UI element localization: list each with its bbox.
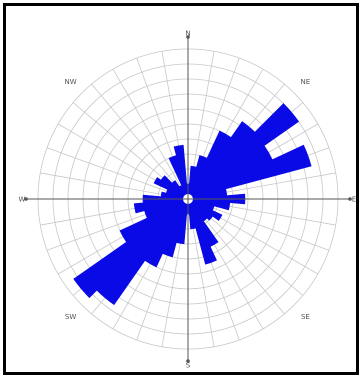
direction-label: SW: [65, 313, 76, 321]
polar-axes: [24, 35, 352, 363]
chart-frame: N NE E SE S SW W NW: [3, 3, 359, 375]
rose-sector: [119, 198, 189, 243]
direction-label: NE: [301, 78, 311, 86]
rose-sector: [187, 144, 312, 200]
rose-sector: [160, 175, 189, 200]
axis-end-marker: [24, 197, 28, 201]
direction-label: SE: [301, 313, 310, 321]
rose-sector: [187, 198, 217, 265]
grid-spoke: [91, 83, 189, 200]
rose-sectors: [73, 103, 312, 306]
direction-label: S: [186, 362, 191, 370]
rose-sector: [187, 198, 223, 221]
rose-sector: [73, 198, 189, 299]
direction-label: W: [19, 196, 26, 204]
rose-sector: [133, 198, 189, 214]
rose-sector: [171, 180, 189, 200]
grid-spoke: [112, 68, 189, 200]
rose-sector: [96, 198, 189, 306]
direction-label: NW: [65, 78, 77, 86]
axis-end-marker: [186, 35, 190, 39]
rose-sector: [187, 198, 213, 221]
rose-sector: [153, 177, 189, 200]
rose-sector: [173, 144, 189, 200]
rose-diagram: N NE E SE S SW W NW: [19, 30, 356, 370]
direction-labels: N NE E SE S SW W NW: [19, 30, 356, 370]
direction-label: E: [352, 196, 356, 204]
grid-spoke: [46, 147, 189, 200]
axis-end-marker: [348, 197, 352, 201]
direction-label: N: [185, 30, 190, 38]
axis-end-marker: [186, 359, 190, 363]
rose-sector: [187, 103, 300, 200]
rose-sector: [187, 198, 197, 230]
